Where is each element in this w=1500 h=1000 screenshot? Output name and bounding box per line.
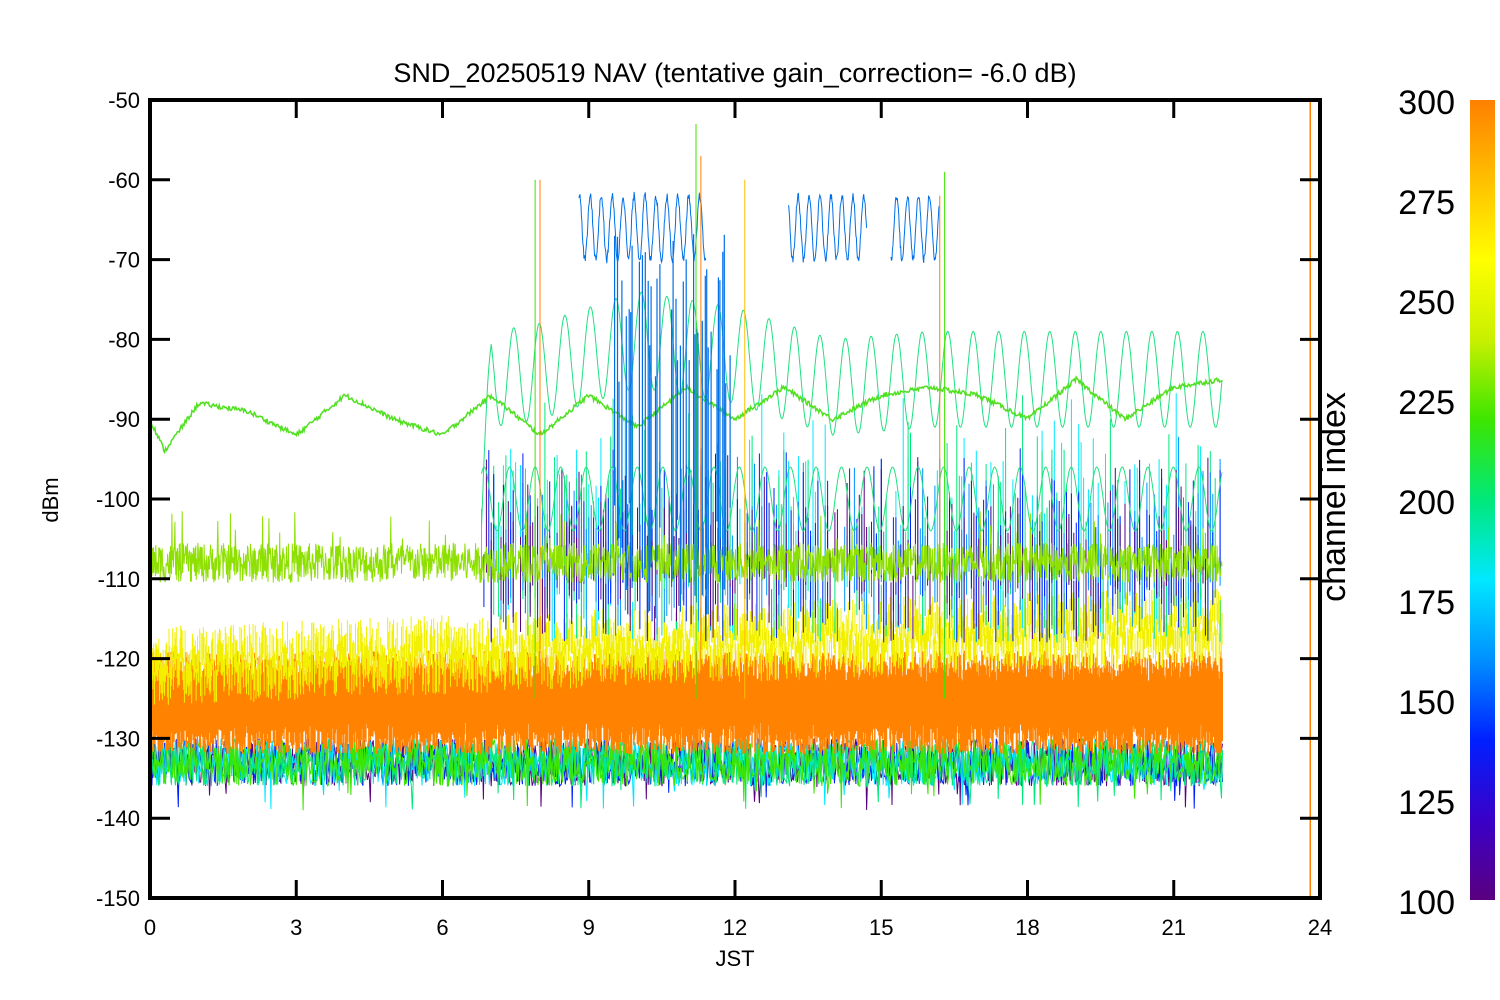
colorbar-tick-label: 125 bbox=[1398, 784, 1455, 822]
y-tick-label: -150 bbox=[96, 886, 140, 911]
colorbar-tick-label: 175 bbox=[1398, 584, 1455, 622]
trace-low-channel bbox=[150, 737, 1223, 810]
colorbar-tick-label: 150 bbox=[1398, 684, 1455, 722]
chart-title: SND_20250519 NAV (tentative gain_correct… bbox=[393, 58, 1076, 88]
colorbar bbox=[1470, 100, 1495, 900]
x-tick-label: 9 bbox=[583, 915, 595, 940]
plot-area bbox=[150, 100, 1311, 898]
y-axis-label: dBm bbox=[38, 477, 63, 522]
x-tick-label: 6 bbox=[436, 915, 448, 940]
y-tick-label: -120 bbox=[96, 647, 140, 672]
colorbar-tick-label: 225 bbox=[1398, 384, 1455, 422]
y-tick-label: -110 bbox=[98, 567, 140, 592]
trace-channel-205 bbox=[481, 291, 1223, 527]
y-tick-label: -80 bbox=[108, 327, 140, 352]
x-tick-label: 3 bbox=[290, 915, 302, 940]
x-tick-label: 21 bbox=[1162, 915, 1186, 940]
trace-noise-floor bbox=[150, 650, 1223, 755]
x-axis: 0 3 6 9 12 15 18 21 24 bbox=[144, 100, 1332, 940]
x-tick-label: 24 bbox=[1308, 915, 1332, 940]
y-tick-label: -90 bbox=[108, 407, 140, 432]
x-axis-label: JST bbox=[715, 946, 754, 971]
trace-channel-245 bbox=[150, 511, 1223, 584]
y-tick-label: -70 bbox=[108, 248, 140, 273]
x-tick-label: 15 bbox=[869, 915, 893, 940]
x-tick-label: 18 bbox=[1015, 915, 1039, 940]
y-tick-label: -130 bbox=[96, 726, 140, 751]
colorbar-tick-label: 300 bbox=[1398, 84, 1455, 122]
trace-channel-150 bbox=[578, 191, 940, 265]
colorbar-ticks: 100 125 150 175 200 225 250 275 300 bbox=[1398, 84, 1455, 922]
trace-channel-205-lower bbox=[481, 466, 1223, 532]
trace-low-channel bbox=[150, 737, 1223, 811]
colorbar-tick-label: 250 bbox=[1398, 284, 1455, 322]
colorbar-tick-label: 200 bbox=[1398, 484, 1455, 522]
x-tick-label: 0 bbox=[144, 915, 156, 940]
y-axis: -50 -60 -70 -80 -90 -100 -110 -120 -130 -140 -150 bbox=[96, 88, 1320, 911]
y-tick-label: -60 bbox=[108, 168, 140, 193]
colorbar-tick-label: 100 bbox=[1398, 884, 1455, 922]
x-tick-label: 12 bbox=[723, 915, 747, 940]
colorbar-tick-label: 275 bbox=[1398, 184, 1455, 222]
colorbar-label: channel index bbox=[1315, 392, 1353, 602]
y-tick-label: -140 bbox=[96, 806, 140, 831]
y-tick-label: -100 bbox=[96, 487, 140, 512]
y-tick-label: -50 bbox=[108, 88, 140, 113]
